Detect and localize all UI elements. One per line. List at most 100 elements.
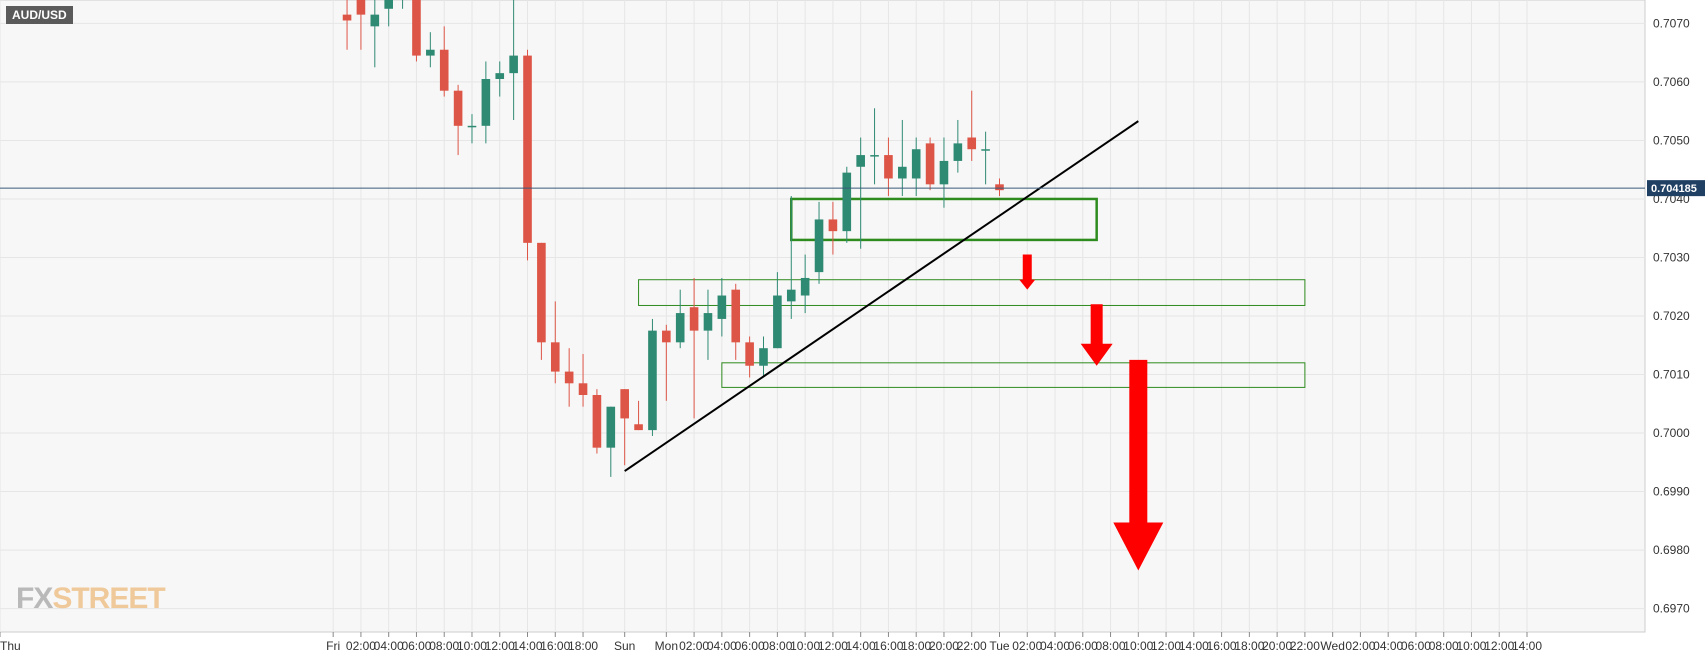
candle-body [370,14,380,27]
x-tick-label: 06:00 [735,639,765,653]
candle-body [523,55,532,243]
candle-body [939,160,949,185]
candle-body [648,330,657,431]
x-tick-label: 12:00 [818,639,848,653]
y-tick-label: 0.7060 [1653,75,1690,89]
candle-body [675,313,685,343]
candle-body [689,307,699,331]
candle-body [606,406,616,448]
candle-body [439,49,449,91]
y-tick-label: 0.7030 [1653,250,1690,264]
candle-body [662,330,671,343]
candle-body [884,155,893,179]
x-tick-label: 10:00 [457,639,487,653]
candle-body [592,395,602,448]
candle-body [564,371,574,384]
candle-body [467,125,477,128]
x-tick-label: 08:00 [1096,639,1126,653]
x-tick-label: 08:00 [429,639,459,653]
y-tick-label: 0.7020 [1653,309,1690,323]
candle-body [356,0,366,15]
watermark-logo: FXSTREET [16,582,166,616]
x-tick-label: 14:00 [512,639,542,653]
candle-body [842,172,852,232]
candle-body [426,49,435,56]
x-tick-label: 22:00 [957,639,987,653]
candle-body [342,14,352,21]
candle-body [856,155,865,167]
candle-body [703,313,713,331]
candle-body [717,295,727,319]
x-tick-label: Mon [655,639,678,653]
x-tick-label: 12:00 [485,639,515,653]
support-zone [638,279,1306,306]
y-tick-label: 0.6990 [1653,485,1690,499]
x-tick-label: 18:00 [901,639,931,653]
y-tick-label: 0.7000 [1653,426,1690,440]
candle-body [800,277,810,296]
candle-body [509,55,518,74]
down-arrow [1080,304,1113,366]
x-tick-label: 18:00 [568,639,598,653]
x-tick-label: Thu [0,639,21,653]
down-arrow [1019,254,1036,290]
candle-body [634,424,643,431]
current-price-badge [1647,180,1705,197]
x-tick-label: 20:00 [929,639,959,653]
candle-body [814,219,824,273]
candle-body [731,289,741,343]
candle-body [550,342,560,372]
down-arrow [1113,359,1164,571]
symbol-badge[interactable]: AUD/USD [6,6,73,24]
x-tick-label: 16:00 [873,639,903,653]
x-tick-label: 06:00 [401,639,431,653]
x-tick-label: Wed [1320,639,1344,653]
x-tick-label: 04:00 [374,639,404,653]
candle-body [981,149,990,151]
candle-body [828,219,838,232]
x-tick-label: Tue [989,639,1010,653]
x-tick-label: 02:00 [346,639,376,653]
x-tick-label: 06:00 [1401,639,1431,653]
y-tick-label: 0.7010 [1653,368,1690,382]
x-tick-label: 16:00 [540,639,570,653]
candle-body [481,79,491,126]
x-tick-label: 10:00 [790,639,820,653]
x-tick-label: 04:00 [1040,639,1070,653]
candle-body [995,184,1004,191]
candle-body [898,166,907,179]
watermark-fx: FX [16,582,53,615]
y-tick-label: 0.6970 [1653,602,1690,616]
candle-body [967,137,977,150]
x-tick-label: 08:00 [1429,639,1459,653]
candle-body [773,295,782,349]
y-tick-label: 0.7070 [1653,16,1690,30]
candle-body [453,90,463,126]
x-tick-label: 02:00 [1345,639,1375,653]
x-tick-label: 10:00 [1456,639,1486,653]
candle-body [412,0,421,56]
candle-body [870,155,879,157]
candle-body [384,0,393,9]
x-tick-label: 04:00 [707,639,737,653]
x-tick-label: Fri [326,639,340,653]
x-tick-label: 14:00 [846,639,876,653]
x-tick-label: 18:00 [1234,639,1264,653]
candle-body [786,289,796,302]
x-tick-label: 22:00 [1290,639,1320,653]
x-tick-label: 14:00 [1512,639,1542,653]
candle-body [578,383,588,395]
current-price-label: 0.704185 [1651,183,1697,195]
candle-body [925,143,935,185]
candle-body [911,149,921,179]
x-tick-label: 04:00 [1373,639,1403,653]
x-tick-label: 14:00 [1179,639,1209,653]
candle-body [745,342,754,366]
x-tick-label: 02:00 [1012,639,1042,653]
x-tick-label: Sun [614,639,635,653]
candle-body [537,242,546,343]
x-tick-label: 08:00 [762,639,792,653]
y-tick-label: 0.6980 [1653,543,1690,557]
